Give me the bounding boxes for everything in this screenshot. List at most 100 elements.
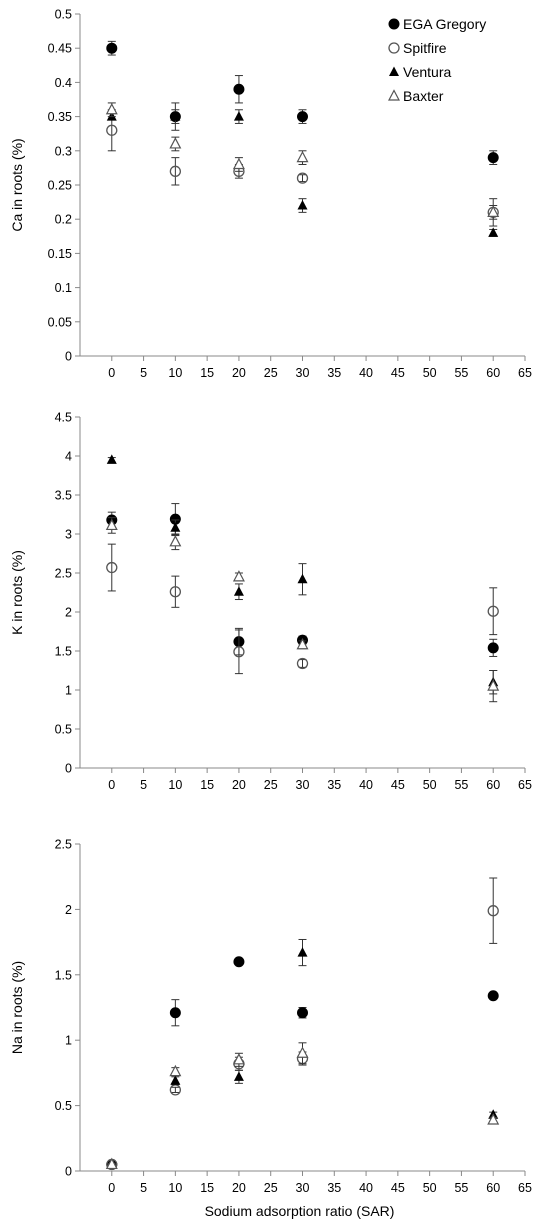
spitfire-point xyxy=(296,172,309,184)
baxter-point xyxy=(232,570,245,582)
baxter-point xyxy=(232,1053,245,1065)
baxter-point xyxy=(232,157,245,170)
y-tick-label: 0.2 xyxy=(55,213,72,227)
x-tick-label: 55 xyxy=(454,778,468,792)
ventura-point xyxy=(233,586,244,596)
y-tick-label: 0 xyxy=(65,1165,72,1179)
x-tick-label: 25 xyxy=(264,778,278,792)
y-tick-label: 3.5 xyxy=(55,489,72,503)
series-ega-gregory xyxy=(106,956,499,1170)
x-tick-label: 65 xyxy=(518,778,532,792)
baxter-point xyxy=(296,150,309,163)
ventura-point xyxy=(170,111,181,121)
x-tick-label: 20 xyxy=(232,1181,246,1195)
spitfire-point xyxy=(487,905,499,917)
ega-gregory-point xyxy=(487,990,499,1002)
x-tick-label: 60 xyxy=(486,366,500,380)
ventura-point xyxy=(389,66,399,76)
x-tick-label: 40 xyxy=(359,778,373,792)
ega-gregory-point xyxy=(297,111,308,123)
y-axis-title: Na in roots (%) xyxy=(9,961,25,1054)
baxter-point xyxy=(169,1064,182,1077)
chart-panel-2: 0 0.5 1 1.5 2 2.5 3 3.5 4 4.5 0 5 10 15 20 25 30 35 40 45 50… xyxy=(9,411,532,793)
x-tick-label: 35 xyxy=(327,1181,341,1195)
x-tick-label: 15 xyxy=(200,366,214,380)
x-tick-label: 30 xyxy=(296,778,310,792)
ega-gregory-point xyxy=(487,152,499,164)
series-spitfire xyxy=(106,543,499,675)
x-tick-label: 50 xyxy=(423,1181,437,1195)
ventura-point xyxy=(297,200,308,210)
baxter-point xyxy=(296,637,309,650)
y-tick-label: 0 xyxy=(65,762,72,776)
y-tick-label: 1.5 xyxy=(55,968,72,982)
chart-panel-1: 0 0.05 0.1 0.15 0.2 0.25 0.3 0.35 0.4 0.45 0.5 0 5 10… xyxy=(9,8,532,381)
ega-gregory-point xyxy=(297,1007,308,1019)
x-tick-label: 20 xyxy=(232,366,246,380)
x-tick-label: 15 xyxy=(200,1181,214,1195)
baxter-point xyxy=(105,1157,118,1170)
y-tick-label: 2 xyxy=(65,903,72,917)
y-tick-label: 0.5 xyxy=(55,1099,72,1113)
x-tick-label: 55 xyxy=(454,366,468,380)
x-tick-label: 15 xyxy=(200,778,214,792)
ventura-point xyxy=(297,573,308,584)
y-tick-label: 0.35 xyxy=(48,110,72,124)
ega-gregory-point xyxy=(233,83,245,95)
ventura-point xyxy=(170,1075,181,1085)
x-tick-label: 55 xyxy=(454,1181,468,1195)
legend-label: EGA Gregory xyxy=(403,16,486,32)
y-axis-title: Ca in roots (%) xyxy=(9,138,25,231)
y-tick-label: 0.05 xyxy=(48,315,72,329)
spitfire-point xyxy=(169,165,182,177)
x-tick-label: 45 xyxy=(391,366,405,380)
y-tick-label: 4 xyxy=(65,450,72,464)
y-tick-label: 1 xyxy=(65,684,72,698)
ventura-point xyxy=(297,947,308,957)
x-tick-label: 10 xyxy=(168,778,182,792)
ventura-point xyxy=(170,522,181,532)
legend: EGA Gregory Spitfire Ventura Baxter xyxy=(388,16,486,104)
x-tick-label: 5 xyxy=(140,366,147,380)
x-tick-label: 60 xyxy=(486,1181,500,1195)
baxter-point xyxy=(487,1113,500,1125)
y-tick-label: 3 xyxy=(65,528,72,542)
y-tick-label: 2.5 xyxy=(55,567,72,581)
baxter-point xyxy=(105,518,118,531)
spitfire-point xyxy=(106,124,118,136)
x-tick-label: 45 xyxy=(391,778,405,792)
x-tick-label: 10 xyxy=(168,1181,182,1195)
x-tick-label: 30 xyxy=(296,366,310,380)
y-tick-label: 0.25 xyxy=(48,179,72,193)
ventura-point xyxy=(233,111,244,121)
x-tick-label: 0 xyxy=(108,366,115,380)
y-tick-label: 0.5 xyxy=(55,723,72,737)
x-tick-label: 65 xyxy=(518,1181,532,1195)
y-axis-title: K in roots (%) xyxy=(9,550,25,635)
x-tick-label: 25 xyxy=(264,1181,278,1195)
series-baxter xyxy=(105,517,500,703)
ventura-point xyxy=(233,1071,244,1081)
baxter-point xyxy=(296,1046,309,1058)
ega-gregory-point xyxy=(388,18,400,30)
series-baxter xyxy=(105,1042,500,1170)
series-spitfire xyxy=(106,109,499,227)
x-tick-label: 5 xyxy=(140,778,147,792)
ega-gregory-point xyxy=(106,42,118,54)
x-tick-label: 5 xyxy=(140,1181,147,1195)
ventura-point xyxy=(488,227,499,237)
baxter-point xyxy=(105,102,118,115)
y-tick-label: 0.45 xyxy=(48,42,72,56)
x-tick-label: 40 xyxy=(359,1181,373,1195)
y-tick-label: 0.15 xyxy=(48,247,72,261)
ega-gregory-point xyxy=(233,956,245,968)
y-tick-label: 4.5 xyxy=(55,411,72,425)
x-tick-label: 30 xyxy=(296,1181,310,1195)
y-tick-label: 0.1 xyxy=(55,281,72,295)
y-tick-label: 0.5 xyxy=(55,8,72,22)
x-tick-label: 35 xyxy=(327,778,341,792)
y-tick-label: 0.3 xyxy=(55,144,72,158)
x-tick-label: 40 xyxy=(359,366,373,380)
x-tick-label: 35 xyxy=(327,366,341,380)
